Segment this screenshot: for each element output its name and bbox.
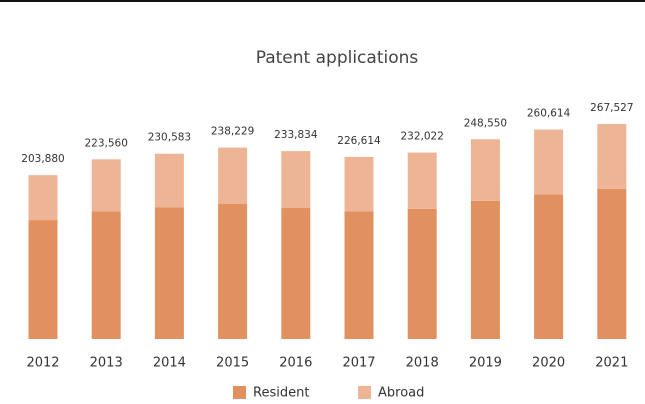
bar-segment (407, 208, 437, 339)
bar-segment (534, 194, 564, 339)
x-tick-label: 2016 (279, 356, 312, 371)
x-tick-label: 2012 (26, 356, 59, 371)
total-label: 267,527 (590, 102, 633, 114)
x-tick-label: 2018 (406, 356, 439, 371)
x-tick-label: 2020 (532, 356, 565, 371)
bar-segment (28, 220, 58, 339)
bar-segment (470, 139, 500, 201)
legend-label: Abroad (378, 386, 424, 401)
bar-segment (91, 211, 121, 339)
total-label: 238,229 (211, 126, 254, 138)
x-tick-label: 2019 (469, 356, 502, 371)
legend-swatch (233, 386, 246, 399)
chart-title: Patent applications (256, 48, 419, 68)
legend-label: Resident (253, 386, 309, 401)
total-label: 230,583 (148, 132, 191, 144)
bar-segment (344, 156, 374, 212)
x-tick-label: 2014 (153, 356, 186, 371)
total-label: 233,834 (274, 129, 318, 141)
bar-segment (597, 188, 627, 339)
bar-segment (534, 129, 564, 195)
total-label: 260,614 (527, 108, 571, 120)
total-label: 232,022 (400, 131, 443, 143)
bar-segment (344, 211, 374, 339)
bar-segment (154, 207, 184, 339)
top-border (0, 0, 645, 2)
legend-swatch (358, 386, 371, 399)
bar-segment (407, 152, 437, 209)
bar-segment (154, 153, 184, 208)
x-tick-label: 2015 (216, 356, 249, 371)
bar-segment (281, 151, 311, 209)
bar-segment (470, 200, 500, 339)
bar-segment (281, 208, 311, 339)
bar-segment (28, 175, 58, 221)
total-label: 248,550 (464, 117, 507, 129)
x-tick-label: 2021 (595, 356, 628, 371)
x-tick-label: 2013 (90, 356, 123, 371)
total-label: 226,614 (337, 135, 381, 147)
x-tick-label: 2017 (342, 356, 375, 371)
bar-segment (218, 147, 248, 204)
total-label: 223,560 (84, 137, 127, 149)
total-label: 203,880 (21, 153, 64, 165)
bar-segment (91, 159, 121, 212)
bar-segment (218, 204, 248, 339)
bar-segment (597, 124, 627, 189)
